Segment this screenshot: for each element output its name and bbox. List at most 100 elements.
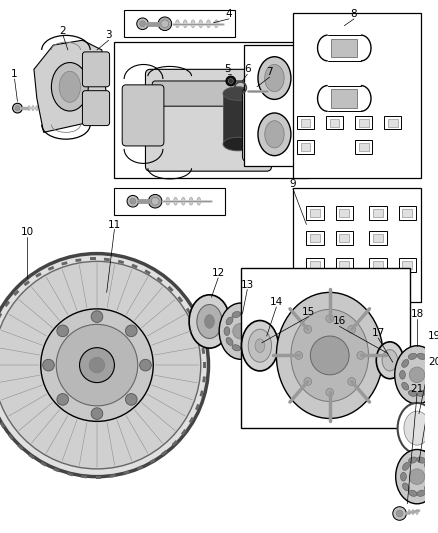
Ellipse shape: [403, 483, 410, 491]
Text: 16: 16: [333, 317, 346, 327]
Text: 1: 1: [11, 69, 18, 79]
Ellipse shape: [197, 304, 222, 338]
Text: 10: 10: [21, 227, 34, 237]
Circle shape: [125, 325, 137, 337]
Ellipse shape: [409, 490, 417, 496]
Ellipse shape: [408, 390, 417, 397]
FancyBboxPatch shape: [82, 52, 110, 87]
Circle shape: [137, 18, 148, 29]
Text: 2: 2: [60, 26, 66, 36]
Ellipse shape: [232, 345, 240, 351]
Circle shape: [148, 195, 162, 208]
Circle shape: [357, 352, 365, 359]
Ellipse shape: [408, 353, 417, 359]
Ellipse shape: [400, 472, 406, 481]
Polygon shape: [34, 41, 107, 132]
Ellipse shape: [382, 350, 398, 371]
Circle shape: [304, 326, 312, 333]
FancyBboxPatch shape: [82, 91, 110, 126]
Circle shape: [396, 510, 403, 517]
Ellipse shape: [417, 353, 426, 359]
Text: 18: 18: [410, 309, 424, 319]
Ellipse shape: [258, 56, 291, 99]
Bar: [24, 280, 30, 286]
Text: 14: 14: [270, 297, 283, 307]
Circle shape: [304, 377, 312, 385]
Bar: [114, 42, 308, 178]
Bar: [339, 261, 349, 269]
Bar: [359, 119, 368, 126]
Ellipse shape: [395, 346, 438, 404]
Bar: [373, 261, 383, 269]
Bar: [203, 362, 206, 368]
Text: 21: 21: [410, 384, 424, 394]
Bar: [124, 10, 235, 37]
Bar: [307, 259, 324, 272]
Circle shape: [140, 21, 145, 27]
FancyBboxPatch shape: [122, 85, 164, 146]
Bar: [293, 13, 421, 178]
Text: 12: 12: [212, 268, 225, 278]
Bar: [297, 140, 314, 154]
Bar: [177, 296, 183, 303]
Bar: [388, 119, 398, 126]
Bar: [13, 290, 19, 296]
Circle shape: [91, 311, 103, 322]
Ellipse shape: [32, 106, 34, 110]
Bar: [370, 259, 387, 272]
Bar: [118, 260, 124, 264]
Bar: [195, 404, 200, 410]
Circle shape: [91, 408, 103, 419]
Circle shape: [42, 359, 54, 371]
Bar: [104, 257, 110, 261]
Text: 4: 4: [226, 9, 232, 19]
Text: 5: 5: [225, 64, 231, 74]
Ellipse shape: [399, 370, 406, 379]
Circle shape: [233, 324, 248, 339]
Ellipse shape: [223, 137, 252, 151]
Ellipse shape: [214, 20, 218, 28]
Bar: [359, 143, 368, 151]
Bar: [300, 119, 311, 126]
Ellipse shape: [291, 309, 368, 401]
Circle shape: [41, 309, 153, 422]
Bar: [355, 116, 372, 130]
Ellipse shape: [376, 342, 403, 379]
Ellipse shape: [173, 197, 177, 205]
Circle shape: [161, 20, 169, 28]
Circle shape: [226, 76, 236, 86]
Bar: [332, 39, 357, 57]
Ellipse shape: [183, 20, 187, 28]
Ellipse shape: [248, 317, 255, 325]
Text: 8: 8: [351, 9, 357, 19]
Bar: [114, 188, 225, 215]
Ellipse shape: [300, 59, 330, 98]
Ellipse shape: [409, 457, 417, 463]
Circle shape: [140, 359, 151, 371]
Text: 17: 17: [371, 328, 385, 338]
Ellipse shape: [398, 403, 436, 454]
FancyBboxPatch shape: [145, 69, 272, 171]
Ellipse shape: [199, 20, 203, 28]
Bar: [35, 272, 42, 278]
Text: 13: 13: [240, 280, 254, 289]
Ellipse shape: [417, 457, 425, 463]
FancyBboxPatch shape: [152, 81, 265, 106]
Bar: [199, 390, 204, 397]
Bar: [81, 475, 87, 479]
Bar: [137, 465, 143, 470]
Ellipse shape: [396, 449, 438, 504]
Bar: [311, 209, 320, 217]
Text: 20: 20: [428, 357, 438, 367]
Bar: [339, 234, 349, 242]
Ellipse shape: [424, 483, 431, 491]
Bar: [0, 313, 2, 319]
Bar: [167, 286, 174, 292]
Ellipse shape: [425, 382, 432, 390]
Ellipse shape: [207, 20, 210, 28]
Text: 19: 19: [428, 331, 438, 341]
Bar: [186, 308, 191, 314]
Circle shape: [326, 389, 334, 396]
Bar: [95, 475, 101, 479]
Bar: [124, 471, 130, 475]
